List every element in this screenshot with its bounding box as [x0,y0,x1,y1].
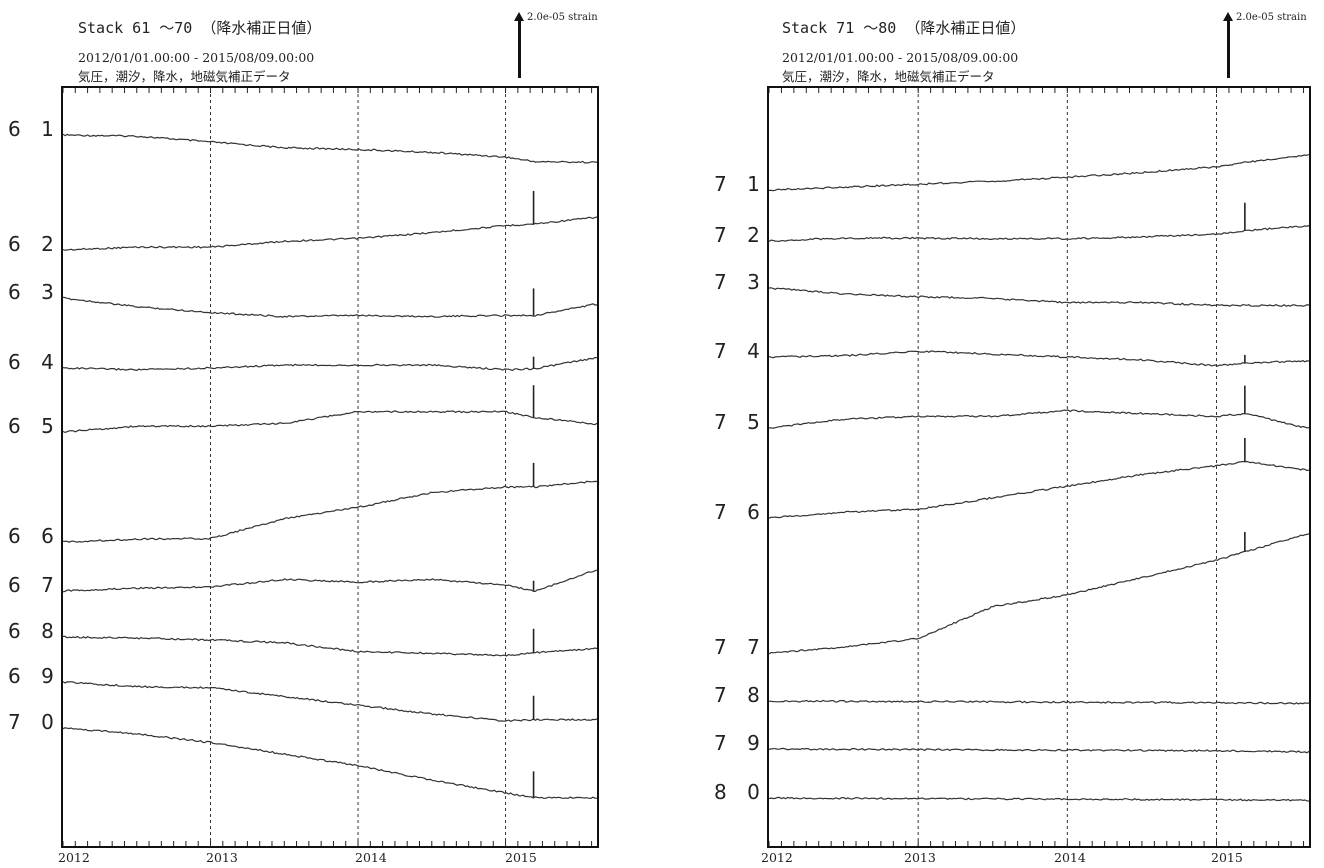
stack-panel-71-80: Stack 71 ～80 （降水補正日値） 2012/01/01.00:00 -… [706,0,1324,868]
series-label: 7 7 [714,635,767,659]
stack-panel-61-70: Stack 61 ～70 （降水補正日値） 2012/01/01.00:00 -… [0,0,660,868]
series-line-65 [63,410,597,434]
x-tick-label: 2015 [1211,850,1243,865]
series-line-77 [769,533,1309,655]
series-line-73 [769,287,1309,307]
series-line-75 [769,409,1309,429]
series-label: 6 4 [8,350,61,374]
x-tick-label: 2014 [355,850,387,865]
chart-svg [769,88,1309,846]
series-label: 7 1 [714,172,767,196]
chart-corrections: 気圧，潮汐，降水，地磁気補正データ [78,69,291,84]
series-label: 6 1 [8,117,61,141]
series-line-63 [63,296,597,318]
chart-svg [63,88,597,846]
series-line-70 [63,727,597,800]
series-line-74 [769,350,1309,367]
series-line-79 [769,747,1309,754]
plot-area [61,86,599,848]
series-line-67 [63,569,597,593]
series-line-72 [769,224,1309,243]
x-tick-label: 2015 [505,850,537,865]
series-line-80 [769,796,1309,802]
chart-title: Stack 61 ～70 （降水補正日値） [78,19,322,37]
series-line-68 [63,635,597,657]
series-label: 7 0 [8,710,61,734]
chart-title: Stack 71 ～80 （降水補正日値） [782,19,1026,37]
series-line-61 [63,133,597,164]
scale-label: 2.0e-05 strain [1236,12,1307,23]
x-tick-label: 2012 [761,850,793,865]
series-label: 6 7 [8,573,61,597]
x-tick-label: 2012 [58,850,90,865]
plot-area [767,86,1311,848]
series-label: 6 9 [8,664,61,688]
series-line-78 [769,699,1309,705]
series-line-71 [769,153,1309,192]
scale-arrow-icon [1223,12,1233,78]
series-label: 7 6 [714,500,767,524]
chart-period: 2012/01/01.00:00 - 2015/08/09.00:00 [782,50,1019,65]
x-tick-label: 2013 [904,850,936,865]
x-tick-label: 2013 [206,850,238,865]
series-line-66 [63,480,597,543]
series-label: 7 3 [714,270,767,294]
series-label: 7 9 [714,731,767,755]
series-label: 7 5 [714,410,767,434]
scale-label: 2.0e-05 strain [527,12,598,23]
series-label: 6 3 [8,280,61,304]
series-label: 7 8 [714,683,767,707]
scale-arrow-icon [514,12,524,78]
series-label: 6 8 [8,619,61,643]
x-tick-label: 2014 [1054,850,1086,865]
series-label: 6 5 [8,414,61,438]
series-label: 8 0 [714,780,767,804]
chart-period: 2012/01/01.00:00 - 2015/08/09.00:00 [78,50,315,65]
series-label: 6 6 [8,524,61,548]
series-label: 7 4 [714,339,767,363]
series-line-76 [769,460,1309,519]
series-label: 6 2 [8,232,61,256]
series-line-64 [63,356,597,372]
chart-corrections: 気圧，潮汐，降水，地磁気補正データ [782,69,995,84]
series-label: 7 2 [714,223,767,247]
series-line-69 [63,681,597,722]
series-line-62 [63,216,597,251]
